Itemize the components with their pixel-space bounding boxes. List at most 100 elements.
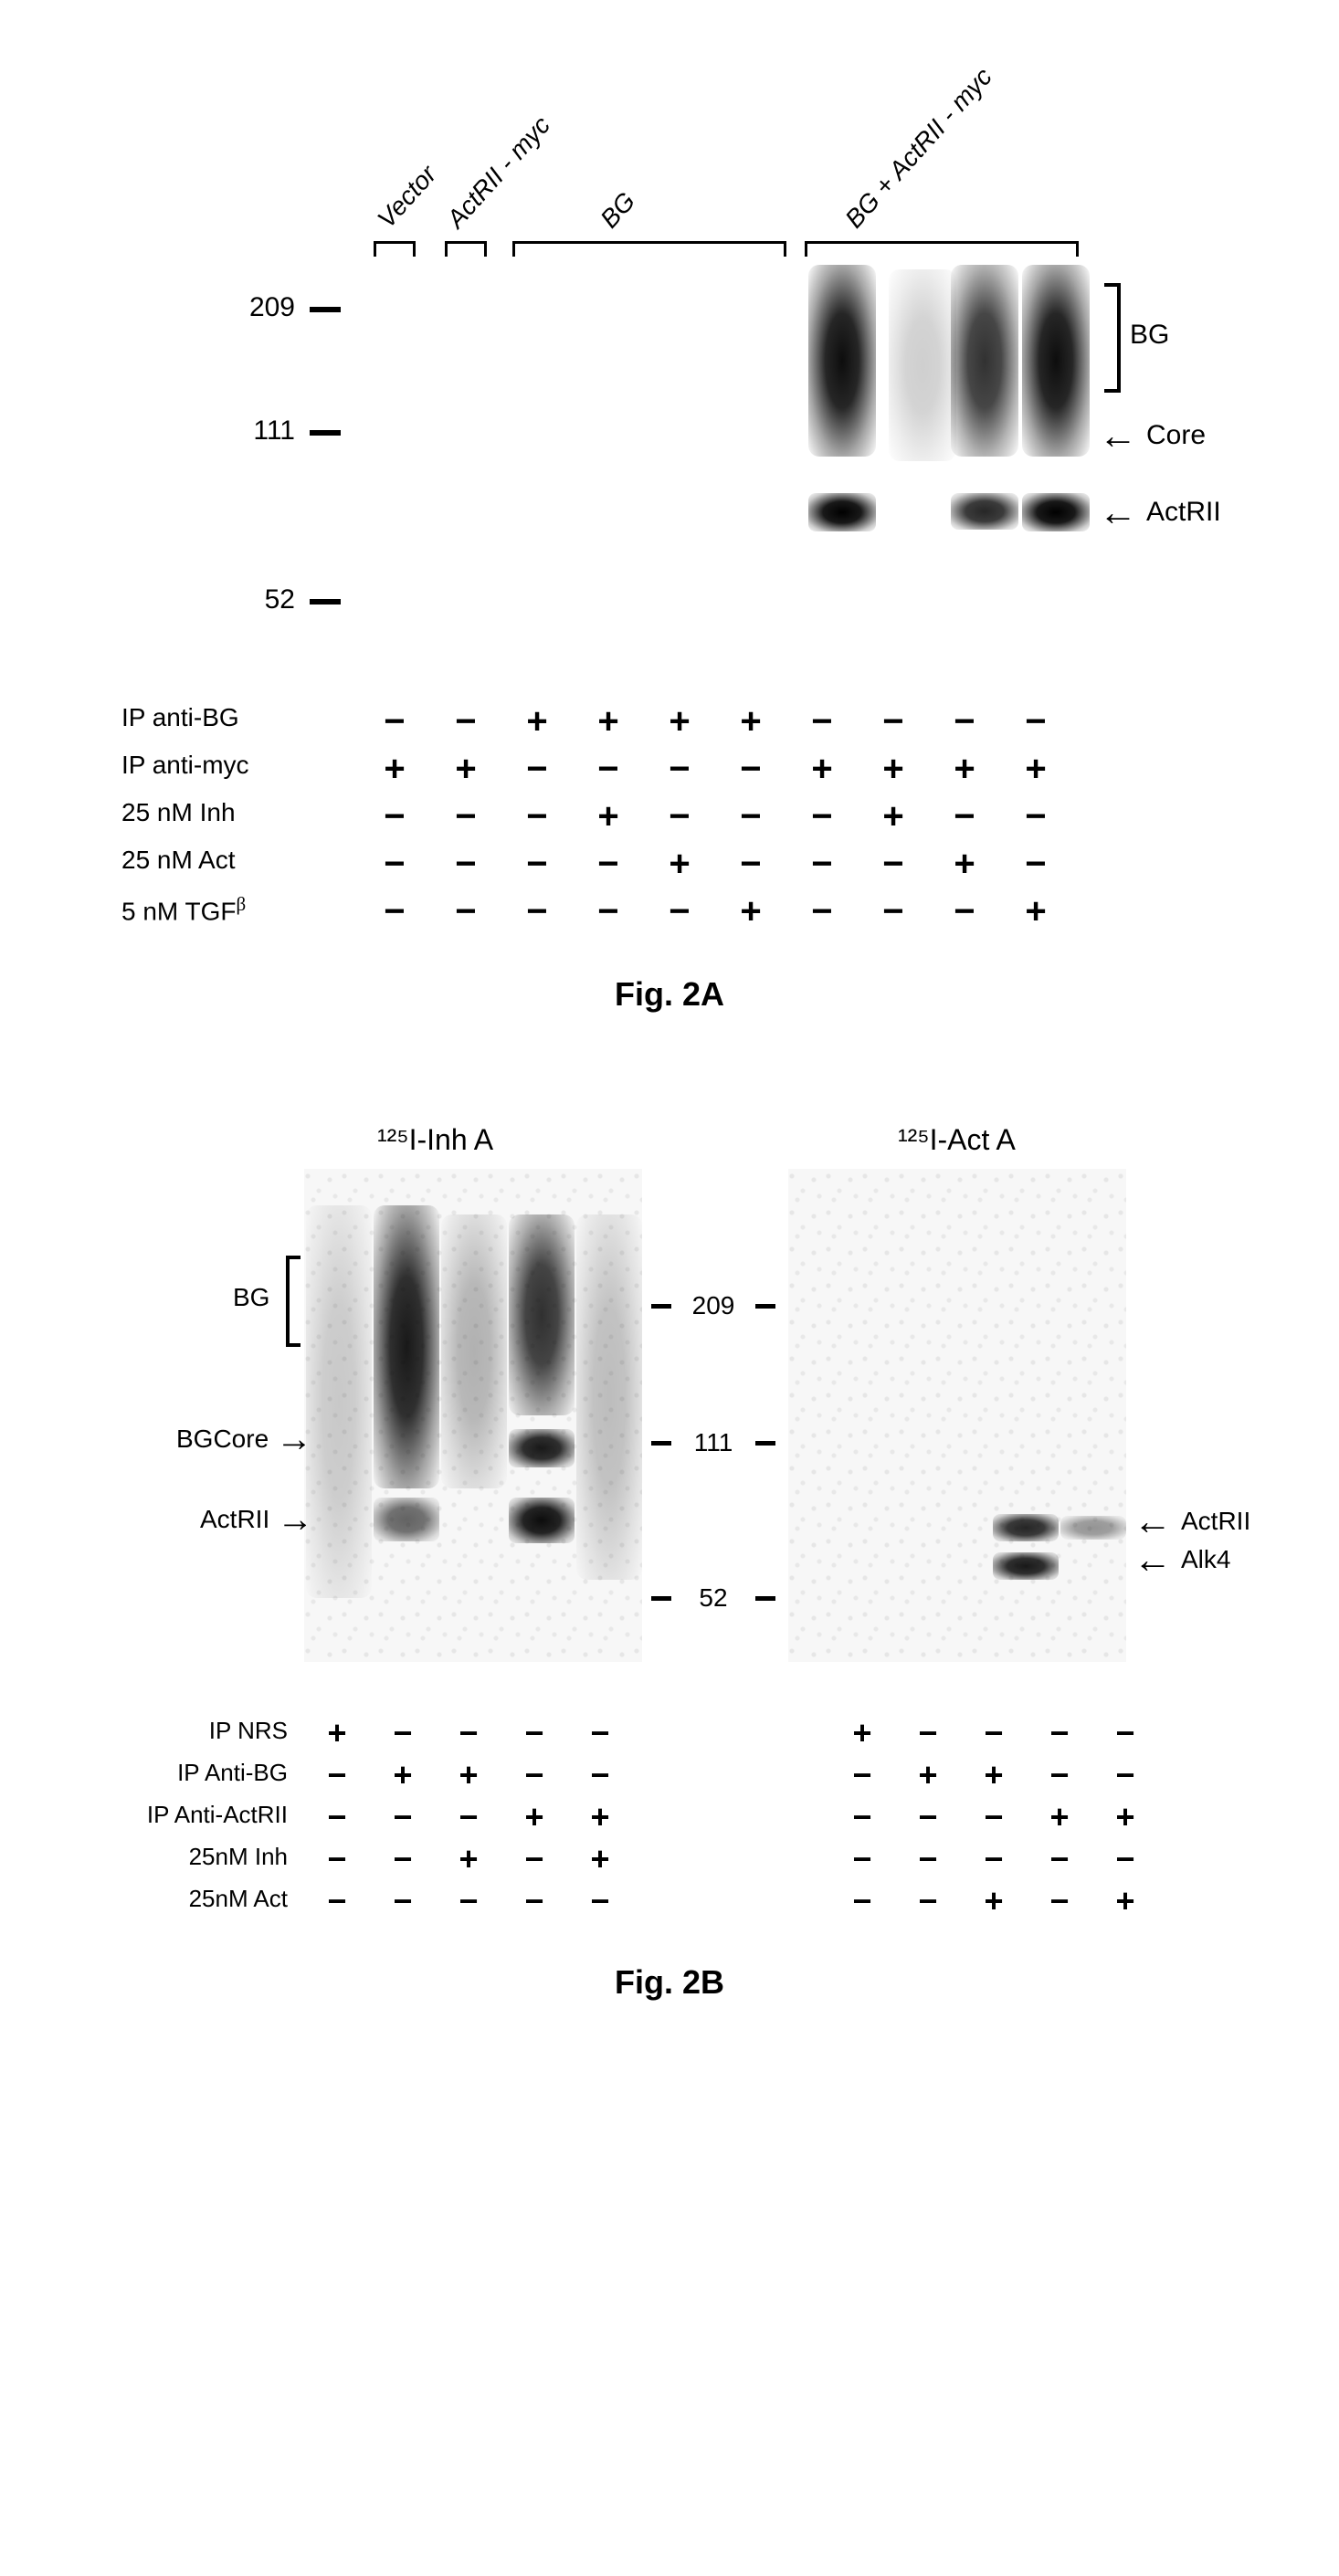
actrii-band	[808, 493, 876, 531]
condition-cell: −	[501, 1843, 567, 1876]
fig2a-container: Vector ActRII - myc BG BG + ActRII - myc…	[94, 37, 1245, 930]
condition-cell: −	[501, 1717, 567, 1750]
condition-cell: +	[573, 703, 644, 740]
lane-b-l1	[306, 1169, 372, 1662]
alk4-label: ← Alk4	[1133, 1545, 1230, 1574]
core-band	[509, 1429, 575, 1467]
fig2b-title: Fig. 2B	[55, 1963, 1284, 2002]
condition-cell: −	[1027, 1717, 1092, 1750]
bracket-bg	[512, 241, 786, 250]
condition-cell: −	[304, 1759, 370, 1792]
condition-cell: −	[370, 1843, 436, 1876]
condition-cell: +	[567, 1843, 633, 1876]
condition-cell: −	[961, 1717, 1027, 1750]
condition-cell: −	[573, 751, 644, 787]
mid-tick-111-l	[651, 1441, 671, 1446]
condition-row-label: 25nM Act	[76, 1885, 304, 1918]
condition-cell: −	[359, 893, 430, 930]
condition-cell: −	[929, 703, 1000, 740]
bracket-vector	[374, 241, 416, 250]
grid-spacer	[633, 1885, 829, 1918]
condition-cell: −	[786, 893, 858, 930]
core-label: ← Core	[1099, 420, 1206, 451]
condition-cell: −	[786, 798, 858, 835]
left-gel	[304, 1169, 642, 1662]
grid-spacer	[633, 1801, 829, 1834]
condition-cell: −	[1092, 1759, 1158, 1792]
condition-cell: −	[501, 846, 573, 882]
condition-cell: −	[786, 703, 858, 740]
condition-cell: +	[961, 1885, 1027, 1918]
condition-cell: −	[715, 846, 786, 882]
condition-row-label: IP anti-myc	[121, 751, 359, 787]
condition-row-label: IP NRS	[76, 1717, 304, 1750]
mid-tick-111-r	[755, 1441, 775, 1446]
condition-cell: +	[567, 1801, 633, 1834]
condition-cell: −	[858, 846, 929, 882]
fig2a-lane-headers: Vector ActRII - myc BG BG + ActRII - myc	[94, 37, 1245, 256]
condition-cell: −	[644, 751, 715, 787]
alk4-band	[993, 1552, 1059, 1580]
condition-cell: +	[895, 1759, 961, 1792]
actrii-label: ← ActRII	[1099, 497, 1221, 528]
condition-cell: +	[929, 846, 1000, 882]
condition-cell: −	[1092, 1717, 1158, 1750]
condition-cell: −	[961, 1843, 1027, 1876]
condition-cell: +	[858, 798, 929, 835]
condition-cell: +	[715, 893, 786, 930]
condition-cell: −	[573, 846, 644, 882]
bg-label-left: BG	[233, 1283, 269, 1312]
bg-bracket	[1104, 283, 1121, 393]
condition-cell: −	[929, 893, 1000, 930]
condition-cell: +	[929, 751, 1000, 787]
bg-smear	[808, 265, 876, 457]
actrii-band	[993, 1514, 1059, 1541]
lane-8	[889, 265, 956, 648]
condition-cell: −	[567, 1885, 633, 1918]
actrii-band	[1022, 493, 1090, 531]
mw-52: 52	[222, 584, 295, 615]
condition-cell: −	[567, 1759, 633, 1792]
condition-cell: −	[359, 798, 430, 835]
lane-b-l3	[441, 1169, 507, 1662]
condition-cell: +	[501, 1801, 567, 1834]
condition-cell: +	[961, 1759, 1027, 1792]
header-vector: Vector	[372, 160, 442, 234]
condition-cell: −	[359, 703, 430, 740]
mid-mw-52: 52	[677, 1583, 750, 1613]
condition-cell: −	[501, 1759, 567, 1792]
left-panel-title: ¹²⁵I-Inh A	[377, 1123, 493, 1157]
bgcore-label: BGCore→	[176, 1425, 312, 1454]
arrow-left-icon: ←	[1133, 1548, 1172, 1571]
condition-row-label: 25 nM Act	[121, 846, 359, 882]
condition-cell: +	[501, 703, 573, 740]
grid-spacer	[633, 1717, 829, 1750]
bg-smear	[306, 1205, 372, 1598]
condition-cell: −	[858, 893, 929, 930]
figure-2b: ¹²⁵I-Inh A ¹²⁵I-Act A	[55, 1123, 1284, 2002]
condition-cell: −	[895, 1801, 961, 1834]
condition-cell: +	[304, 1717, 370, 1750]
condition-cell: −	[1000, 798, 1071, 835]
condition-cell: −	[1092, 1843, 1158, 1876]
actrii-band	[1060, 1516, 1126, 1540]
condition-cell: +	[644, 846, 715, 882]
condition-cell: +	[829, 1717, 895, 1750]
condition-cell: +	[436, 1759, 501, 1792]
arrow-left-icon: ←	[1133, 1509, 1172, 1532]
condition-cell: −	[1027, 1885, 1092, 1918]
condition-cell: −	[370, 1885, 436, 1918]
actrii-label-right: ← ActRII	[1133, 1507, 1250, 1536]
condition-cell: −	[436, 1885, 501, 1918]
lane-7	[808, 265, 876, 648]
grid-spacer	[633, 1843, 829, 1876]
condition-cell: −	[430, 893, 501, 930]
arrow-right-icon: →	[276, 1428, 312, 1450]
header-bg-actrii-myc: BG + ActRII - myc	[839, 62, 998, 234]
mw-tick-111	[310, 430, 341, 436]
condition-cell: −	[644, 798, 715, 835]
mw-111: 111	[222, 415, 295, 447]
right-panel-title: ¹²⁵I-Act A	[898, 1123, 1016, 1157]
condition-cell: +	[1092, 1885, 1158, 1918]
condition-cell: −	[1000, 846, 1071, 882]
